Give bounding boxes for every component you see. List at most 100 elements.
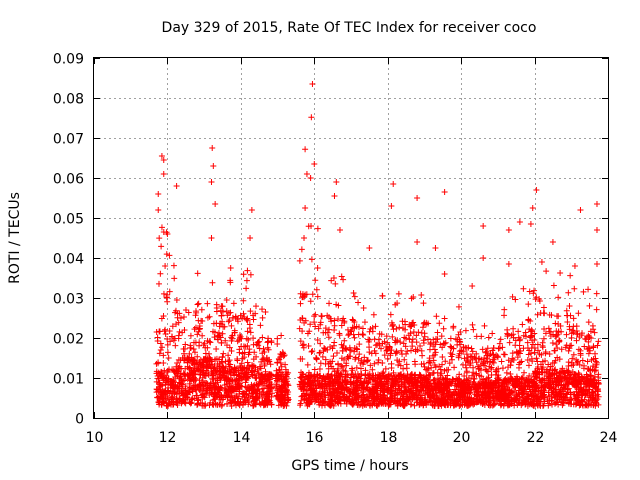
data-point: [392, 395, 399, 402]
data-point: [595, 338, 602, 345]
data-point: [348, 328, 355, 335]
data-point: [382, 365, 389, 372]
data-point: [534, 395, 541, 402]
data-point: [351, 348, 358, 355]
data-point: [191, 395, 198, 402]
data-point: [547, 363, 554, 370]
data-point: [560, 369, 567, 376]
data-point: [285, 382, 292, 389]
data-point: [226, 310, 233, 317]
data-point: [212, 401, 219, 408]
data-point: [172, 307, 179, 314]
data-point: [304, 376, 311, 383]
data-point: [585, 338, 592, 345]
data-point: [182, 307, 189, 314]
data-point: [215, 336, 222, 343]
data-point: [458, 390, 465, 397]
data-point: [595, 377, 602, 384]
data-point: [297, 290, 304, 297]
data-point: [517, 336, 524, 343]
data-point: [164, 298, 171, 305]
data-point: [238, 335, 245, 342]
data-point: [589, 366, 596, 373]
data-point: [334, 316, 341, 323]
x-tick-label: 12: [159, 430, 177, 446]
data-point: [346, 353, 353, 360]
data-point: [189, 358, 196, 365]
data-point: [502, 386, 509, 393]
data-point: [281, 380, 288, 387]
data-point: [210, 367, 217, 374]
data-point: [500, 379, 507, 386]
data-point: [414, 239, 421, 245]
data-point: [267, 371, 274, 378]
data-point: [362, 367, 369, 374]
data-point: [451, 399, 458, 406]
x-tick-label: 20: [453, 430, 471, 446]
data-point: [565, 289, 572, 296]
data-point: [195, 328, 202, 335]
data-point: [583, 375, 590, 382]
data-point: [541, 325, 548, 332]
data-point: [307, 298, 314, 305]
data-point: [310, 396, 317, 403]
data-point: [206, 338, 213, 345]
data-point: [238, 370, 245, 377]
data-point: [432, 349, 439, 356]
data-point: [311, 161, 318, 167]
data-point: [226, 357, 233, 364]
data-point: [328, 318, 335, 325]
data-point: [339, 363, 346, 370]
data-point: [446, 360, 453, 367]
data-point: [198, 317, 205, 324]
data-point: [338, 385, 345, 392]
y-tick-label: 0.03: [53, 292, 84, 308]
data-point: [431, 361, 438, 368]
data-point: [311, 319, 318, 326]
data-point: [188, 399, 195, 406]
data-point: [343, 346, 350, 353]
data-point: [400, 340, 407, 347]
data-point: [563, 307, 570, 314]
data-point: [194, 301, 201, 308]
data-point: [201, 372, 208, 379]
data-point: [425, 359, 432, 366]
data-point: [312, 323, 319, 330]
grid-lines: [94, 58, 608, 418]
data-point: [495, 396, 502, 403]
data-point: [387, 394, 394, 401]
data-point: [582, 335, 589, 342]
data-point: [312, 311, 319, 318]
data-point: [388, 347, 395, 354]
data-point: [483, 348, 490, 355]
data-point: [341, 397, 348, 404]
data-point: [164, 369, 171, 376]
data-point: [498, 358, 505, 365]
data-point: [384, 339, 391, 346]
data-point: [441, 271, 448, 277]
data-point: [324, 312, 331, 319]
data-point: [332, 280, 339, 287]
data-point: [279, 389, 286, 396]
data-point: [366, 245, 373, 251]
data-point: [250, 316, 257, 323]
data-point: [300, 341, 307, 348]
data-point: [312, 277, 319, 284]
data-point: [569, 327, 576, 334]
data-point: [448, 353, 455, 360]
data-point: [227, 368, 234, 375]
data-point: [541, 382, 548, 389]
data-point: [243, 377, 250, 384]
data-point: [395, 362, 402, 369]
data-point: [499, 344, 506, 351]
data-point: [410, 328, 417, 335]
data-point: [159, 344, 166, 351]
data-point: [489, 330, 496, 337]
data-point: [304, 361, 311, 368]
data-point: [580, 365, 587, 372]
data-point: [592, 364, 599, 371]
data-point: [590, 402, 597, 409]
data-point: [469, 348, 476, 355]
data-point: [461, 393, 468, 400]
data-point: [241, 369, 248, 376]
